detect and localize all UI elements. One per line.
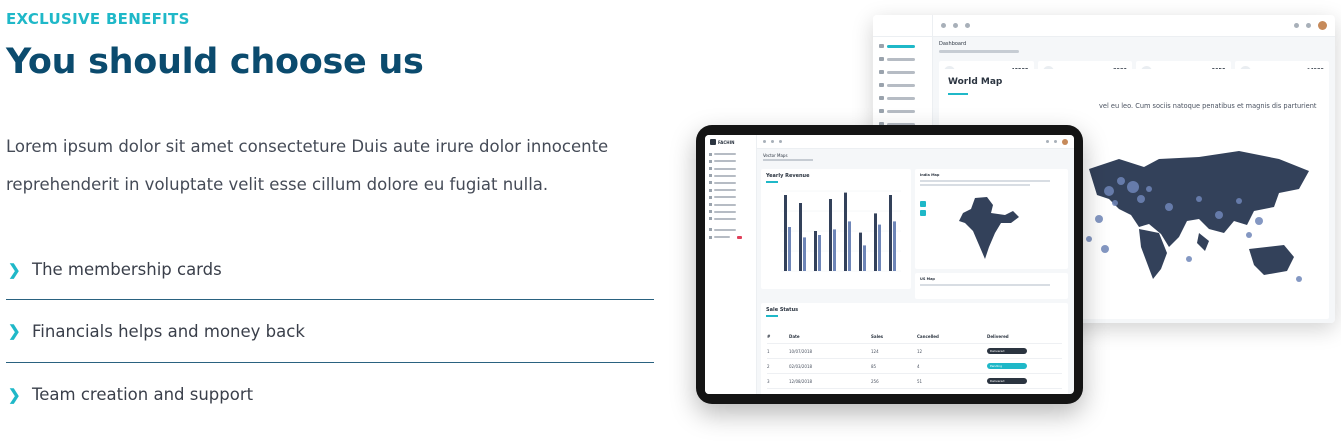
status-badge: Delivered xyxy=(987,378,1027,384)
world-map-title: World Map xyxy=(948,77,1003,87)
revenue-chart xyxy=(781,190,901,272)
table-cell: 85 xyxy=(871,363,877,369)
revenue-bar xyxy=(814,231,817,271)
table-header: # Date Sales Cancelled Delivered xyxy=(767,329,1062,344)
tablet-screen: FACHIN Vector Maps Yearly Revenue xyxy=(705,135,1074,394)
revenue-bar xyxy=(829,199,832,271)
section-description: Lorem ipsum dolor sit amet consecteture … xyxy=(6,137,609,194)
table-row: 2 02/03/2018 85 4 Pending xyxy=(767,359,1062,374)
revenue-bar xyxy=(863,245,866,271)
tablet-mockup: FACHIN Vector Maps Yearly Revenue xyxy=(696,125,1083,404)
table-row: 3 12/08/2018 256 51 Delivered xyxy=(767,374,1062,389)
table-cell: 124 xyxy=(871,348,879,354)
us-map-title: US Map xyxy=(920,277,935,281)
tablet-sidebar: FACHIN xyxy=(705,135,757,394)
revenue-bar xyxy=(859,232,862,271)
table-cell: 10/07/2018 xyxy=(789,348,813,354)
mockup-topbar xyxy=(933,15,1335,37)
table-cell: 51 xyxy=(917,378,923,384)
mockup-breadcrumb: Dashboard xyxy=(939,41,967,47)
sale-status-title: Sale Status xyxy=(766,307,799,313)
revenue-bar xyxy=(893,221,896,271)
feature-item-financials[interactable]: ❯ Financials helps and money back xyxy=(6,300,654,363)
revenue-bar xyxy=(848,221,851,271)
avatar xyxy=(1062,138,1068,145)
world-map xyxy=(1074,151,1309,282)
avatar xyxy=(1318,21,1327,30)
feature-label: The membership cards xyxy=(32,260,222,279)
chevron-right-icon: ❯ xyxy=(8,386,21,404)
section-title: You should choose us xyxy=(6,42,424,82)
table-cell: 12 xyxy=(917,348,923,354)
logo-icon xyxy=(710,139,716,145)
table-header-cell: # xyxy=(767,333,771,339)
section-eyebrow: EXCLUSIVE BENEFITS xyxy=(6,10,190,28)
tablet-breadcrumb: Vector Maps xyxy=(763,153,788,158)
feature-item-team[interactable]: ❯ Team creation and support xyxy=(6,363,654,426)
revenue-bar xyxy=(784,195,787,271)
feature-label: Team creation and support xyxy=(32,385,254,404)
world-map-text: vel eu leo. Cum sociis natoque penatibus… xyxy=(1099,102,1317,110)
tablet-topbar xyxy=(757,135,1074,149)
table-header-cell: Date xyxy=(789,333,800,339)
revenue-bar xyxy=(788,227,791,271)
revenue-bar xyxy=(799,203,802,271)
table-row: 1 10/07/2018 124 12 Delivered xyxy=(767,344,1062,359)
table-cell: 2 xyxy=(767,363,770,369)
india-map-card: India Map xyxy=(915,169,1068,269)
status-badge: Pending xyxy=(987,363,1027,369)
yearly-revenue-card: Yearly Revenue xyxy=(761,169,911,289)
tablet-brand: FACHIN xyxy=(718,139,735,145)
status-badge: Delivered xyxy=(987,348,1027,354)
table-cell: 4 xyxy=(917,363,920,369)
sale-status-table: # Date Sales Cancelled Delivered 1 10/07… xyxy=(767,329,1062,389)
feature-item-membership[interactable]: ❯ The membership cards xyxy=(6,240,654,300)
chevron-right-icon: ❯ xyxy=(8,261,21,279)
revenue-bar xyxy=(803,237,806,271)
table-header-cell: Delivered xyxy=(987,333,1009,339)
revenue-title: Yearly Revenue xyxy=(766,173,810,179)
table-cell: 12/08/2018 xyxy=(789,378,813,384)
india-map-title: India Map xyxy=(920,173,940,177)
sale-status-card: Sale Status # Date Sales Cancelled Deliv… xyxy=(761,303,1068,394)
revenue-bar xyxy=(833,229,836,271)
table-cell: 1 xyxy=(767,348,770,354)
table-header-cell: Cancelled xyxy=(917,333,939,339)
india-map xyxy=(959,197,1019,259)
revenue-bar xyxy=(878,224,881,271)
revenue-bar xyxy=(818,235,821,271)
revenue-bar xyxy=(889,195,892,271)
table-cell: 3 xyxy=(767,378,770,384)
table-header-cell: Sales xyxy=(871,333,884,339)
feature-list: ❯ The membership cards ❯ Financials help… xyxy=(6,240,654,426)
table-cell: 02/03/2018 xyxy=(789,363,813,369)
feature-label: Financials helps and money back xyxy=(32,321,305,341)
table-cell: 256 xyxy=(871,378,879,384)
us-map-card: US Map xyxy=(915,273,1068,299)
chevron-right-icon: ❯ xyxy=(8,323,21,340)
revenue-bar xyxy=(874,213,877,271)
revenue-bar xyxy=(844,192,847,271)
